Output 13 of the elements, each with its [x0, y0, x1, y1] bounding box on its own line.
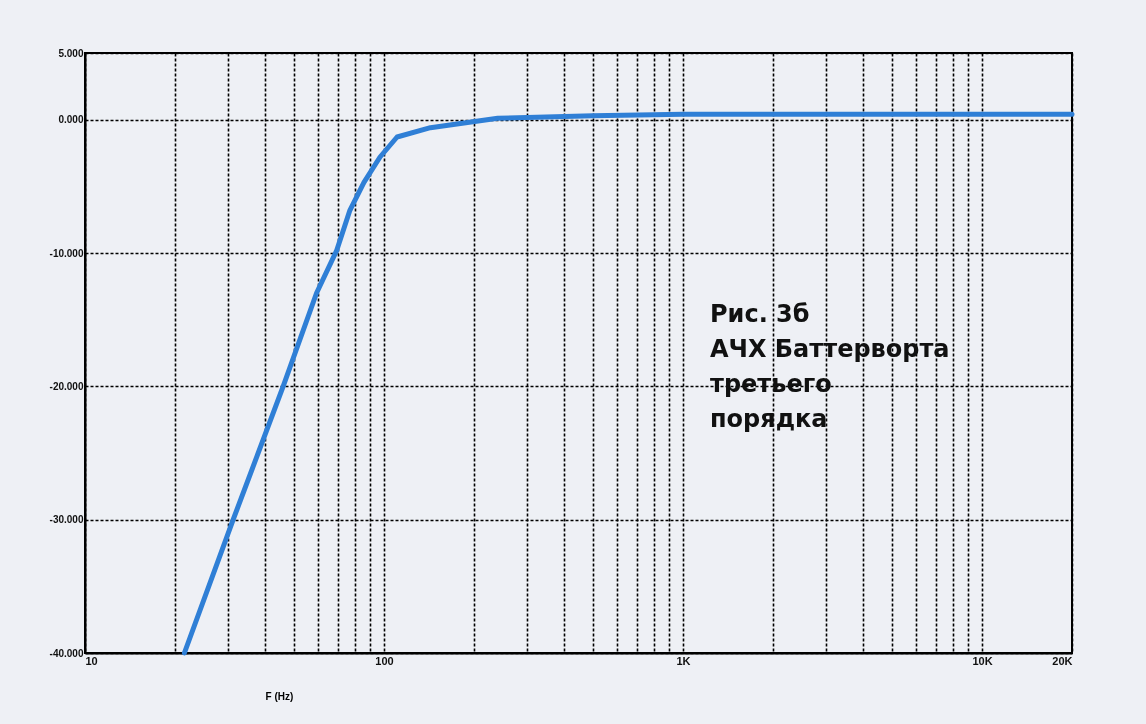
- y-tick-label: -20.000: [49, 380, 84, 392]
- y-tick-label: -10.000: [49, 247, 84, 259]
- y-tick-label: -30.000: [49, 514, 84, 526]
- x-tick-label: 100: [375, 654, 394, 667]
- annotation: Рис. 3б АЧХ Баттерворта третьего порядка: [710, 300, 950, 433]
- x-tick-label: 10K: [972, 654, 993, 667]
- y-tick-label: 5.000: [58, 47, 84, 59]
- x-tick-label: 10: [85, 654, 98, 667]
- x-tick-label: 1K: [676, 654, 691, 667]
- y-tick-label: 0.000: [58, 114, 84, 126]
- x-tick-label: 20K: [1052, 654, 1073, 667]
- y-tick-label: -40.000: [49, 647, 84, 659]
- x-axis-title: F (Hz): [265, 690, 294, 702]
